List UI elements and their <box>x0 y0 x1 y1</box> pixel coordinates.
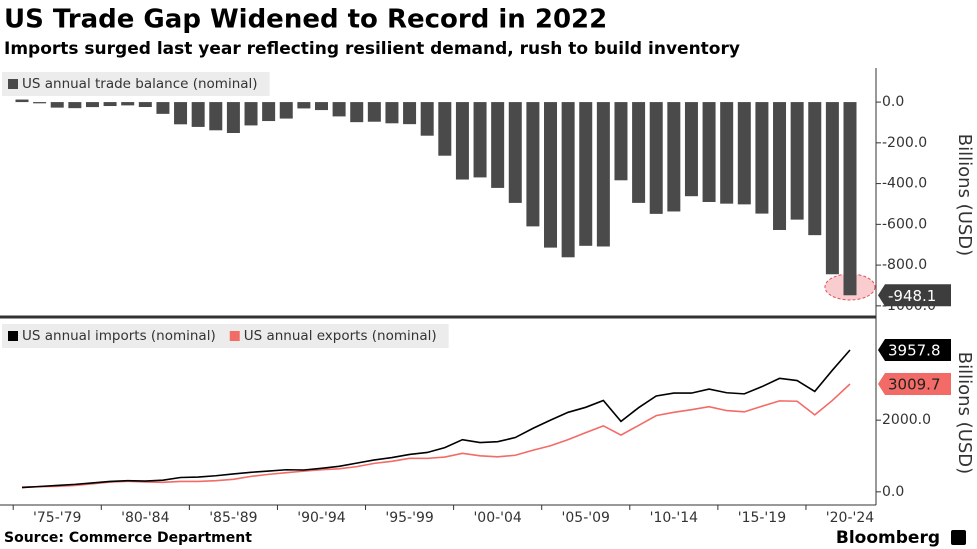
value-callout <box>878 339 951 362</box>
x-tick-label: '75-'79 <box>33 510 81 526</box>
legend-label: US annual imports (nominal) <box>22 328 216 344</box>
bar <box>50 102 64 108</box>
bar <box>85 102 99 108</box>
bar <box>614 102 628 181</box>
y-axis-title: Billions (USD) <box>954 134 975 256</box>
y-tick-label: 2000.0 <box>882 412 931 428</box>
bar <box>438 102 452 156</box>
legend-swatch <box>8 331 18 341</box>
bar <box>350 102 364 123</box>
x-tick-label: '85-'89 <box>209 510 257 526</box>
bar <box>790 102 804 220</box>
bar <box>262 102 276 122</box>
brand: Bloomberg <box>836 528 940 548</box>
bar <box>385 102 399 124</box>
legend: US annual imports (nominal) US annual exp… <box>2 324 449 348</box>
bar <box>508 102 522 203</box>
x-tick-label: '90-'94 <box>297 510 345 526</box>
bar <box>297 102 311 109</box>
legend-bg <box>2 324 449 348</box>
bar <box>720 102 734 204</box>
value-label: 3957.8 <box>888 342 941 360</box>
y-tick-label: -400.0 <box>882 176 927 192</box>
bar <box>526 102 540 227</box>
bar <box>773 102 787 230</box>
y-tick-label: -800.0 <box>882 257 927 273</box>
y-tick-label: -600.0 <box>882 216 927 232</box>
chart-subtitle: Imports surged last year reflecting resi… <box>4 39 740 59</box>
bar <box>755 102 769 214</box>
bar <box>843 102 857 296</box>
bar <box>596 102 610 247</box>
bar <box>420 102 434 136</box>
bar <box>632 102 646 203</box>
bar <box>684 102 698 197</box>
bar <box>191 102 205 127</box>
x-tick-label: '05-'09 <box>562 510 610 526</box>
bar <box>737 102 751 205</box>
bar <box>702 102 716 202</box>
legend-bg <box>2 72 270 96</box>
bar <box>174 102 188 125</box>
bar <box>403 102 417 125</box>
bar <box>473 102 487 178</box>
legend-swatch <box>229 331 240 341</box>
bar <box>561 102 575 258</box>
x-tick-label: '15-'19 <box>738 510 786 526</box>
brand-icon <box>951 530 966 545</box>
bar <box>68 102 82 109</box>
bar <box>279 102 293 119</box>
chart-title: US Trade Gap Widened to Record in 2022 <box>4 5 607 35</box>
bar <box>667 102 681 212</box>
bar <box>103 102 117 107</box>
bar <box>367 102 381 122</box>
x-tick-label: '95-'99 <box>385 510 433 526</box>
x-tick-label: '00-'04 <box>473 510 521 526</box>
bar <box>244 102 258 126</box>
bar <box>825 102 839 275</box>
y-tick-label: -200.0 <box>882 135 927 151</box>
bar <box>808 102 822 236</box>
source: Source: Commerce Department <box>4 530 252 546</box>
legend: US annual trade balance (nominal) <box>2 72 270 96</box>
bar <box>33 102 47 104</box>
bar <box>15 99 29 103</box>
bar <box>455 102 469 180</box>
legend-label: US annual trade balance (nominal) <box>22 76 258 92</box>
y-tick-label: 0.0 <box>882 94 904 110</box>
value-label: 3009.7 <box>888 375 941 393</box>
bar <box>121 102 135 106</box>
legend-swatch <box>8 79 18 89</box>
y-tick-label: 0.0 <box>882 484 904 500</box>
value-label: -948.1 <box>888 287 936 305</box>
value-callout <box>878 372 951 395</box>
value-callout <box>878 284 951 307</box>
bar <box>332 102 346 117</box>
bar <box>226 102 240 133</box>
legend-label: US annual exports (nominal) <box>244 328 437 344</box>
line <box>21 383 851 488</box>
bar <box>314 102 328 111</box>
bar <box>579 102 593 246</box>
bar <box>544 102 558 248</box>
bar <box>209 102 223 131</box>
bar <box>491 102 505 188</box>
bar <box>156 102 170 114</box>
x-tick-label: '10-'14 <box>650 510 698 526</box>
y-axis-title: Billions (USD) <box>954 352 975 474</box>
x-tick-label: '80-'84 <box>121 510 169 526</box>
x-tick-label: '20-'24 <box>826 510 874 526</box>
line <box>21 349 851 489</box>
bar <box>138 102 152 108</box>
bar <box>649 102 663 214</box>
